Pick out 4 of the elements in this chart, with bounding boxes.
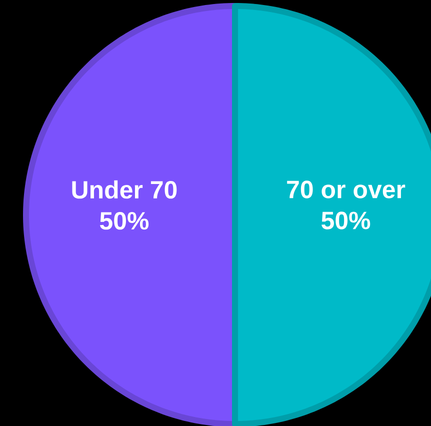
data-label: 50% <box>100 212 149 230</box>
data-label: 50% <box>322 212 370 230</box>
slice-label: 70 or over <box>287 180 406 198</box>
slice-label: Under 70 <box>72 180 177 199</box>
